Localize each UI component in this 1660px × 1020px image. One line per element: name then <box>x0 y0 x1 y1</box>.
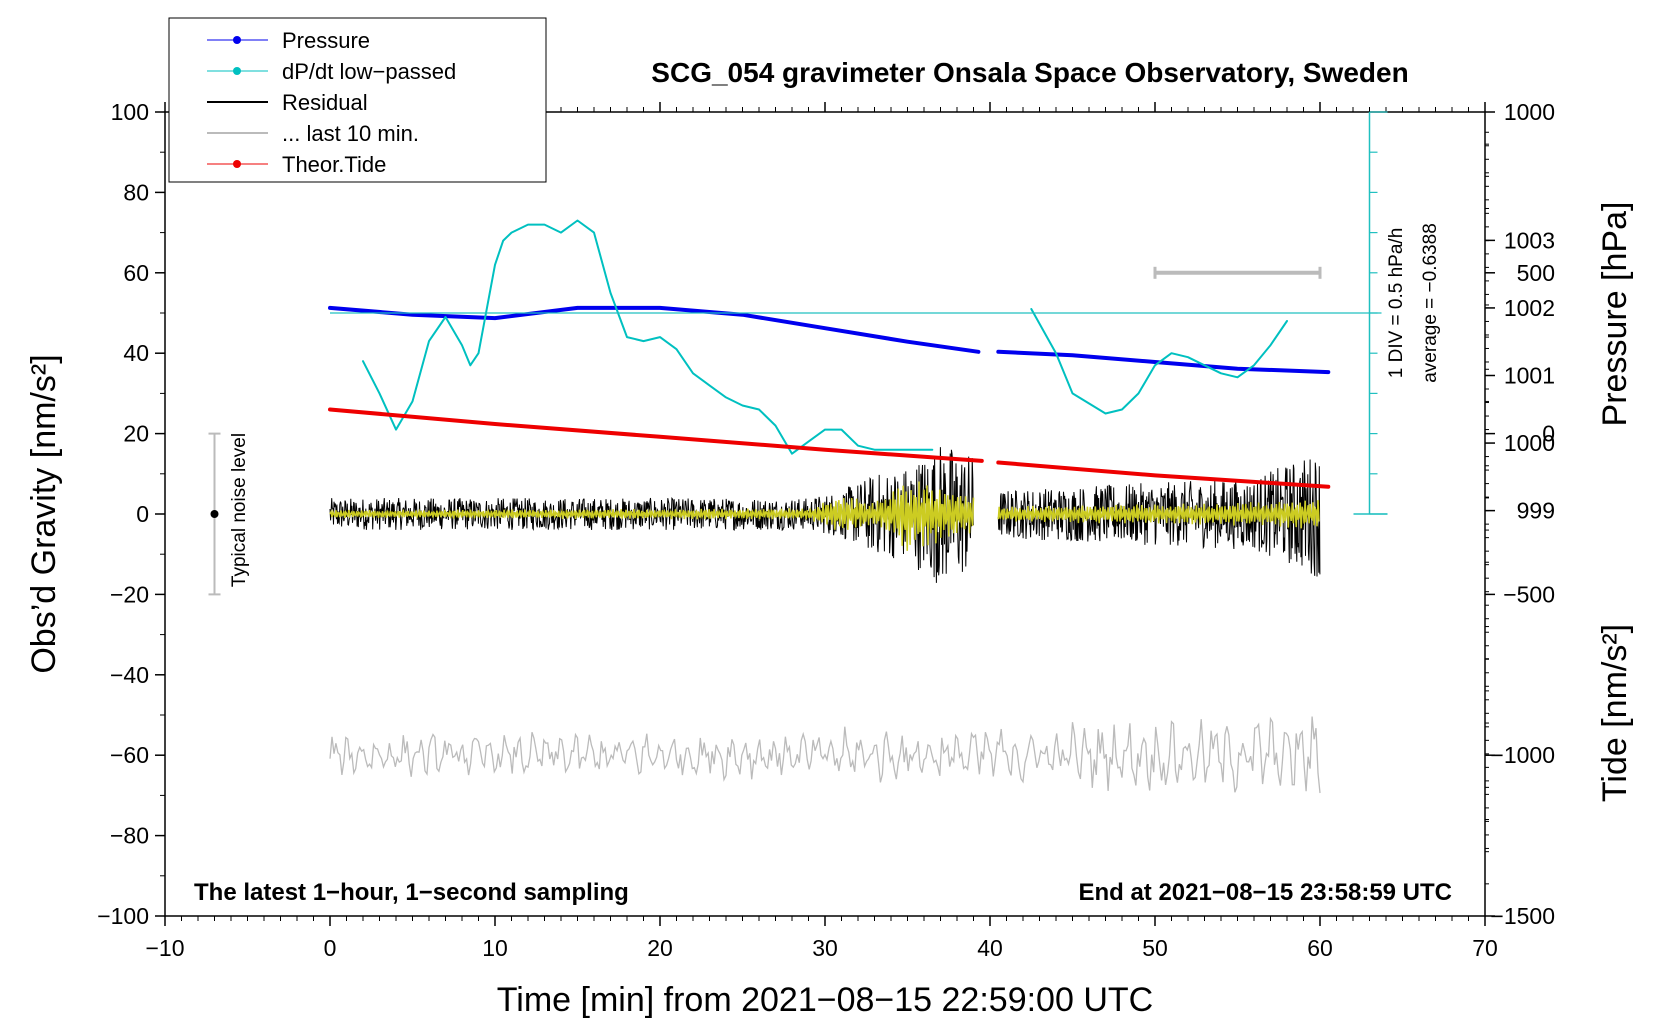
tide-tick-label: 0 <box>1542 421 1555 447</box>
ticks-layer: −10 0 10 20 30 40 50 60 70−100−80−60−40−20020406… <box>97 99 1555 961</box>
dp-dt-low-passed-line <box>1030 308 1288 415</box>
y-tick-label: 0 <box>136 501 149 527</box>
legend-label-dpdt: dP/dt low−passed <box>282 59 456 84</box>
chart-title: SCG_054 gravimeter Onsala Space Observat… <box>651 57 1408 88</box>
pressure-line <box>328 305 981 354</box>
residual-line <box>997 459 1321 577</box>
legend-box <box>168 17 547 183</box>
tide-tick-label: 1000 <box>1504 99 1555 125</box>
noise-bar-marker <box>210 510 219 518</box>
y-axis-title-gravity: Obs’d Gravity [nm/s²] <box>25 354 63 673</box>
pressure-line <box>996 349 1331 375</box>
x-tick-label: −10 <box>145 935 184 961</box>
pressure-tick-label: 1001 <box>1504 362 1555 388</box>
x-tick-label: 60 <box>1307 935 1333 961</box>
y-tick-label: −80 <box>110 823 149 849</box>
extras-layer <box>208 111 1388 596</box>
tide-tick-label: −1000 <box>1490 742 1555 768</box>
tide-tick-label: −500 <box>1503 581 1555 607</box>
y-axis-title-pressure: Pressure [hPa] <box>1596 202 1634 427</box>
y-tick-label: −100 <box>97 903 149 929</box>
y-tick-label: −40 <box>110 662 149 688</box>
pressure-tick-label: 1002 <box>1504 295 1555 321</box>
x-tick-label: 50 <box>1142 935 1168 961</box>
legend-label-residual: Residual <box>282 90 368 115</box>
tide-tick-label: −1500 <box>1490 903 1555 929</box>
legend-label-tide: Theor.Tide <box>282 152 386 177</box>
series-layer <box>328 219 1331 794</box>
legend-entry-pressure: Pressure <box>207 28 370 53</box>
x-tick-label: 70 <box>1472 935 1498 961</box>
y-tick-label: 40 <box>123 340 149 366</box>
x-axis-title: Time [min] from 2021−08−15 22:59:00 UTC <box>497 981 1153 1019</box>
x-tick-label: 30 <box>812 935 838 961</box>
noise-level-label: Typical noise level <box>229 433 250 587</box>
legend-entry-residual: Residual <box>207 90 368 115</box>
legend-entry-tide: Theor.Tide <box>207 152 386 177</box>
legend-entry-dpdt: dP/dt low−passed <box>207 59 456 84</box>
annotation-sampling: The latest 1−hour, 1−second sampling <box>194 879 629 906</box>
x-tick-label: 0 <box>324 935 337 961</box>
x-tick-label: 10 <box>482 935 508 961</box>
y-tick-label: −60 <box>110 742 149 768</box>
legend-label-last10: ... last 10 min. <box>282 121 419 146</box>
theor-tide-line <box>996 460 1331 489</box>
pressure-tick-label: 1003 <box>1504 227 1555 253</box>
x-tick-label: 40 <box>977 935 1003 961</box>
dp-dt-low-passed-line <box>362 219 934 455</box>
residual-low-passed-line <box>329 481 975 551</box>
pressure-tick-label: 999 <box>1517 498 1555 524</box>
tide-tick-label: 500 <box>1517 260 1555 286</box>
dpdt-average-label: average = −0.6388 <box>1420 223 1441 383</box>
y-axis-title-tide: Tide [nm/s²] <box>1596 624 1634 802</box>
y-tick-label: 80 <box>123 179 149 205</box>
legend-entry-last10: ... last 10 min. <box>207 121 419 146</box>
dpdt-scale-label: 1 DIV = 0.5 hPa/h <box>1386 228 1407 379</box>
residual-low-passed-line <box>997 500 1320 529</box>
legend-label-pressure: Pressure <box>282 28 370 53</box>
last-10-min-line <box>329 716 1321 794</box>
residual-line <box>329 447 974 583</box>
y-tick-label: 100 <box>111 99 149 125</box>
theor-tide-line <box>328 407 984 463</box>
y-tick-label: 60 <box>123 260 149 286</box>
x-tick-label: 20 <box>647 935 673 961</box>
annotation-end-time: End at 2021−08−15 23:58:59 UTC <box>1078 879 1452 906</box>
y-tick-label: 20 <box>123 421 149 447</box>
y-tick-label: −20 <box>110 581 149 607</box>
legend: Pressure dP/dt low−passed Residual ... l… <box>168 17 547 183</box>
pressure-tick-label: 1000 <box>1504 430 1555 456</box>
